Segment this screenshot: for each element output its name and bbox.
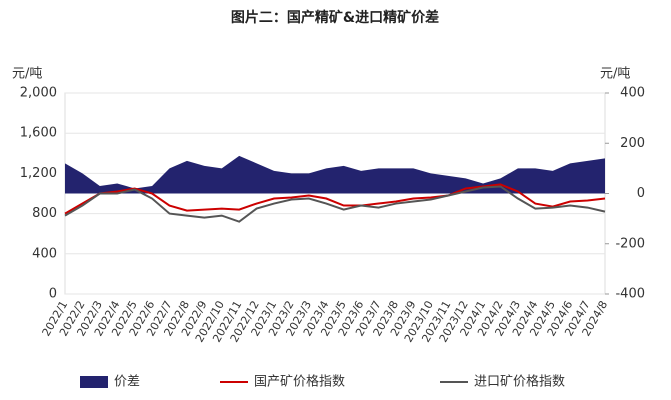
y-tick-label: 800 (32, 206, 57, 221)
legend-label: 进口矿价格指数 (474, 374, 565, 390)
legend-swatch (80, 376, 108, 388)
y2-tick-label: 400 (620, 86, 645, 101)
legend-label: 价差 (114, 375, 140, 390)
y-tick-label: 0 (49, 287, 57, 302)
price-line (64, 185, 606, 223)
price-line (64, 183, 606, 215)
y-axis-unit: 元/吨 (12, 67, 42, 82)
y2-tick-label: -200 (615, 236, 645, 251)
chart-title: 图片二：国产精矿&进口精矿价差 (231, 9, 439, 26)
y-tick-label: 2,000 (20, 86, 57, 101)
spread-area (65, 155, 605, 194)
y2-tick-label: 0 (637, 186, 645, 201)
y-tick-label: 1,600 (20, 126, 57, 141)
y2-tick-label: 200 (620, 136, 645, 151)
y2-axis-unit: 元/吨 (600, 67, 630, 82)
legend-label: 国产矿价格指数 (254, 374, 345, 390)
y2-tick-label: -400 (615, 287, 645, 302)
y-tick-label: 400 (32, 246, 57, 261)
y-tick-label: 1,200 (20, 166, 57, 181)
